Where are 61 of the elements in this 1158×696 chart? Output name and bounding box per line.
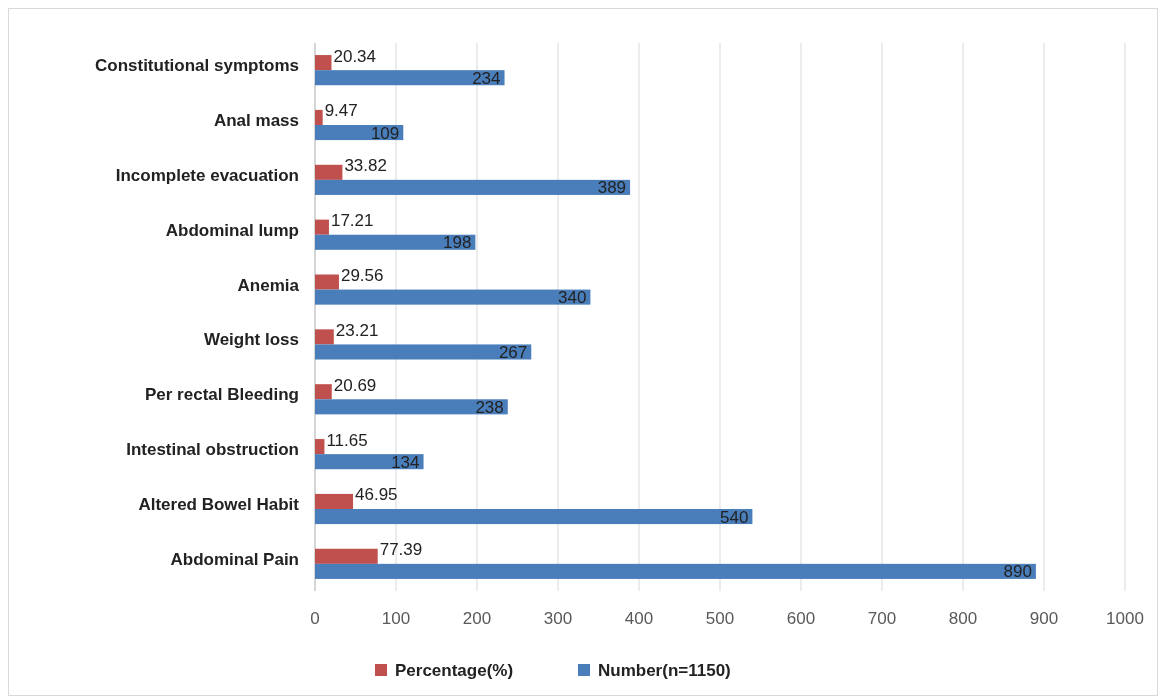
x-tick-label: 700 — [867, 609, 897, 628]
data-label: 11.65 — [326, 430, 368, 450]
x-tick-label: 1000 — [1106, 609, 1144, 628]
bar — [315, 563, 1036, 579]
x-tick-label: 600 — [786, 609, 816, 628]
data-label: 134 — [391, 452, 420, 472]
y-tick-label: Abdominal lump — [165, 220, 299, 240]
data-label: 20.34 — [333, 46, 377, 66]
bar — [315, 179, 631, 195]
bar — [315, 70, 505, 86]
bar — [315, 289, 591, 305]
y-tick-label: Incomplete evacuation — [115, 165, 299, 185]
bar — [315, 548, 378, 564]
data-label: 17.21 — [330, 211, 374, 231]
x-tick-label: 100 — [381, 609, 411, 628]
data-label: 20.69 — [333, 375, 377, 395]
data-label: 9.47 — [324, 101, 358, 121]
bar — [315, 234, 476, 250]
y-tick-label: Anemia — [237, 275, 300, 295]
data-label: 33.82 — [344, 156, 387, 176]
data-label: 77.39 — [379, 540, 423, 560]
y-tick-label: Weight loss — [203, 330, 299, 350]
x-tick-label: 800 — [948, 609, 978, 628]
x-tick-label: 200 — [462, 609, 492, 628]
bar — [315, 384, 332, 400]
y-tick-label: Constitutional symptoms — [94, 56, 299, 76]
legend-label: Percentage(%) — [395, 661, 514, 680]
data-label: 109 — [370, 123, 400, 143]
bar — [315, 329, 334, 345]
data-label: 540 — [720, 507, 749, 527]
bar — [315, 109, 323, 126]
bar — [315, 399, 508, 415]
y-tick-label: Abdominal Pain — [170, 549, 299, 569]
bar — [315, 274, 339, 290]
legend-label: Number(n=1150) — [598, 661, 731, 680]
data-label: 389 — [597, 178, 627, 198]
data-label: 238 — [475, 397, 504, 417]
x-tick-label: 0 — [310, 609, 320, 628]
bar — [315, 55, 332, 71]
bar — [315, 508, 753, 525]
x-tick-label: 400 — [624, 609, 654, 628]
bar — [315, 344, 532, 360]
data-label: 340 — [558, 288, 587, 308]
y-tick-label: Per rectal Bleeding — [144, 385, 299, 405]
bar — [315, 164, 343, 180]
data-label: 198 — [443, 233, 472, 253]
y-tick-label: Intestinal obstruction — [126, 440, 299, 460]
bar — [315, 493, 354, 509]
x-tick-label: 900 — [1029, 609, 1059, 628]
data-label: 890 — [1003, 562, 1032, 582]
data-label: 234 — [472, 68, 501, 88]
x-tick-label: 300 — [543, 609, 573, 628]
data-label: 46.95 — [355, 485, 398, 505]
data-label: 23.21 — [335, 320, 379, 340]
data-label: 267 — [498, 342, 528, 362]
data-label: 29.56 — [340, 266, 384, 286]
y-tick-label: Anal mass — [213, 111, 299, 131]
bar — [315, 219, 329, 235]
x-tick-label: 500 — [705, 609, 735, 628]
bar — [315, 439, 325, 455]
y-tick-label: Altered Bowel Habit — [138, 494, 300, 514]
